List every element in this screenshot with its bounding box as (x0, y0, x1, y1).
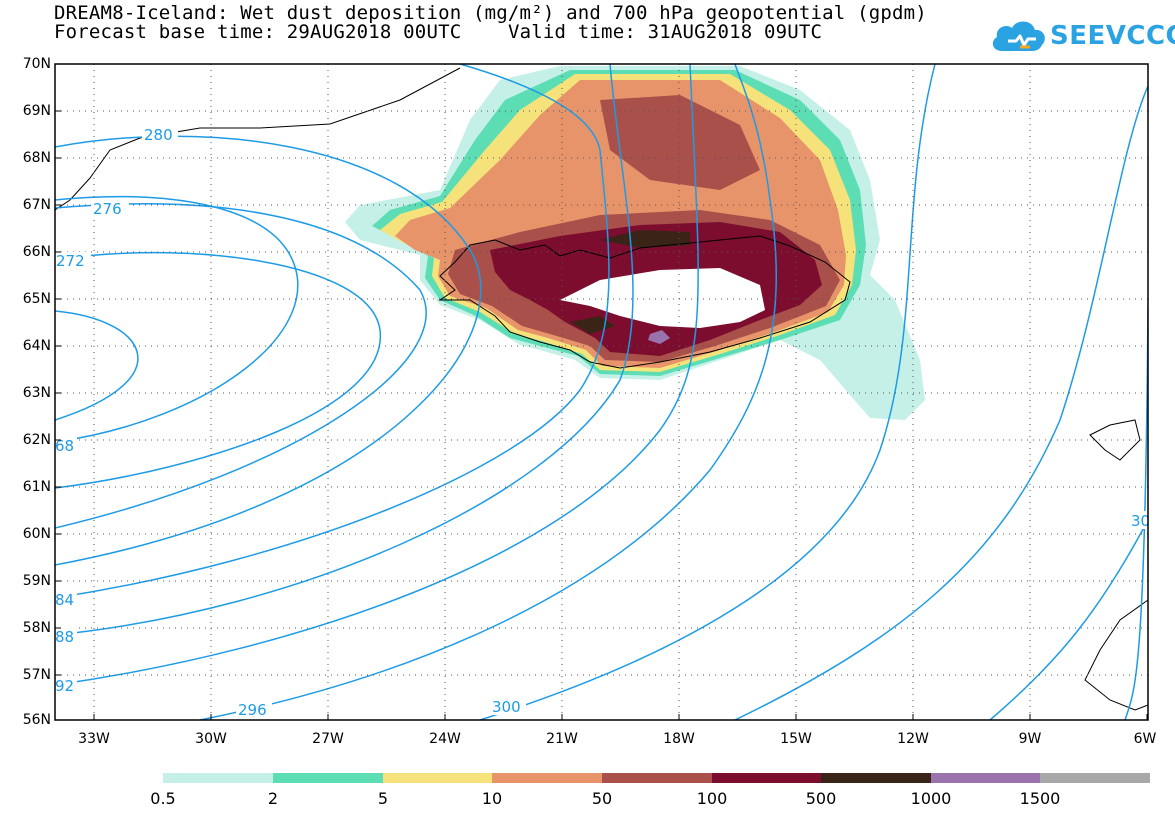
contour-288 (55, 64, 634, 636)
contour-label: 84 (55, 591, 74, 609)
scotland-coastline (1084, 599, 1148, 711)
legend-swatch (1040, 773, 1150, 783)
legend-threshold: 2 (267, 789, 279, 808)
contour-308 (989, 519, 1148, 720)
contour-label: 276 (93, 200, 122, 218)
legend-threshold: 1500 (1019, 789, 1061, 808)
legend-swatch (383, 773, 492, 783)
contour-label: 272 (56, 252, 85, 270)
lat-label: 58N (22, 620, 51, 636)
legend-threshold: 500 (805, 789, 837, 808)
lat-label: 68N (22, 150, 51, 166)
legend-threshold: 50 (591, 789, 613, 808)
contour-label: 296 (238, 701, 267, 719)
contour-296 (199, 64, 778, 720)
logo-text: SEEVCCC (1050, 21, 1175, 51)
lat-label: 64N (22, 338, 51, 354)
contour-label: 280 (144, 126, 173, 144)
legend-swatch (931, 773, 1040, 783)
lat-label: 66N (22, 244, 51, 260)
legend-threshold: 5 (377, 789, 389, 808)
contour-label: 88 (55, 628, 74, 646)
contour-268 (55, 195, 299, 443)
dust-shading (345, 66, 925, 420)
contour-312 (1124, 305, 1148, 720)
seevccc-logo: SEEVCCC (990, 17, 1175, 59)
lat-label: 59N (22, 573, 51, 589)
axis-ticks (55, 63, 1148, 721)
contour-272 (55, 251, 381, 489)
lat-label: 69N (22, 103, 51, 119)
legend-swatch (602, 773, 712, 783)
lon-label: 24W (429, 731, 461, 747)
lat-label: 60N (22, 526, 51, 542)
lat-label: 63N (22, 385, 51, 401)
faroe-coastline (1089, 419, 1141, 461)
legend-colorbar (163, 773, 1150, 783)
lat-label: 65N (22, 291, 51, 307)
lon-label: 6W (1133, 731, 1157, 747)
dust-hole-white (560, 268, 765, 328)
map-title: DREAM8-Iceland: Wet dust deposition (mg/… (54, 2, 927, 24)
graticule (55, 64, 1148, 720)
contour-292 (55, 64, 699, 686)
contour-300 (479, 64, 936, 720)
legend-swatch (821, 773, 931, 783)
legend-threshold: 0.5 (150, 789, 176, 808)
lat-label: 67N (22, 197, 51, 213)
lon-label: 18W (663, 731, 695, 747)
dust-layer-1000 (648, 330, 670, 344)
legend-swatch (492, 773, 602, 783)
lon-label: 27W (312, 731, 344, 747)
base-time-label: Forecast base time: 29AUG2018 00UTC (54, 21, 462, 43)
map-subtitle: Forecast base time: 29AUG2018 00UTC Vali… (54, 21, 822, 43)
lat-label: 70N (22, 56, 51, 72)
legend-swatch (163, 773, 273, 783)
lon-label: 9W (1018, 731, 1042, 747)
lon-label: 12W (897, 731, 929, 747)
contour-label: 300 (492, 698, 521, 716)
legend-threshold: 100 (696, 789, 728, 808)
valid-time-label: Valid time: 31AUG2018 09UTC (507, 21, 823, 43)
legend-threshold: 1000 (910, 789, 952, 808)
contour-256 (55, 310, 139, 421)
cloud-icon (992, 21, 1045, 51)
contour-276 (55, 203, 427, 529)
lat-label: 57N (22, 667, 51, 683)
map-plot-area: 280 276 272 68 84 88 92 296 300 30 (55, 64, 1150, 720)
contour-280 (55, 135, 482, 566)
iceland-coastline (438, 235, 851, 369)
contour-304 (734, 85, 1148, 720)
contour-label: 92 (55, 677, 74, 695)
contour-284 (55, 64, 610, 599)
legend-swatch (712, 773, 821, 783)
lat-label: 61N (22, 479, 51, 495)
legend-swatch (273, 773, 383, 783)
lon-label: 15W (780, 731, 812, 747)
lat-label: 56N (22, 712, 51, 728)
dust-layer-500 (570, 230, 690, 334)
map-frame (54, 63, 1149, 721)
lon-label: 33W (78, 731, 110, 747)
legend-threshold: 10 (481, 789, 503, 808)
lat-label: 62N (22, 432, 51, 448)
contour-label: 68 (55, 437, 74, 455)
contour-label: 30 (1131, 512, 1150, 530)
lon-label: 21W (546, 731, 578, 747)
geopotential-contours (55, 64, 1148, 720)
lon-label: 30W (195, 731, 227, 747)
